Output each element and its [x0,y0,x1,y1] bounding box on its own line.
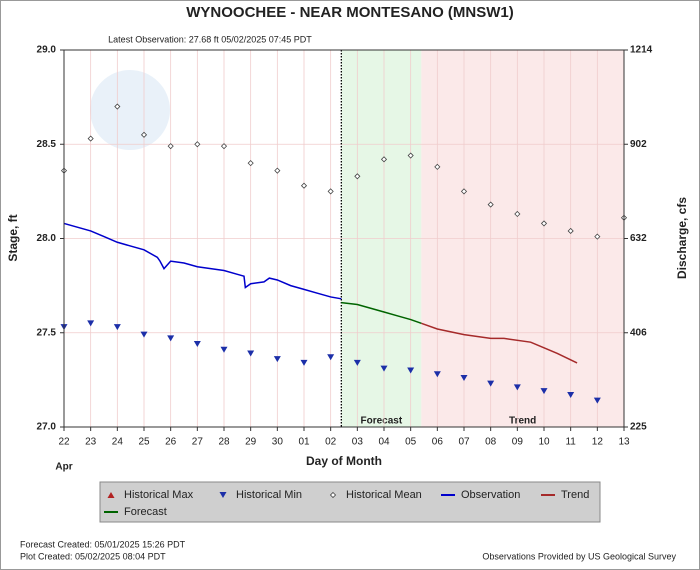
legend-box [99,481,601,523]
min-marker [407,367,415,374]
y2-axis-label: Discharge, cfs [675,197,689,279]
min-marker [247,350,255,357]
min-marker [593,397,601,404]
mean-marker [300,182,308,189]
x-tick-label: 26 [165,437,177,448]
legend-label: Trend [561,489,589,501]
mean-marker [407,152,414,159]
y-tick-label: 28.0 [37,233,57,244]
x-tick-label: 13 [618,437,630,448]
plot-border [63,49,625,428]
min-marker [193,341,201,348]
x-tick-label: 11 [565,437,576,448]
min-marker [353,359,361,366]
x-tick-label: 07 [458,437,470,448]
footer-text: Forecast Created: 05/01/2025 15:26 PDT [20,539,186,549]
min-marker [380,365,388,372]
x-tick-label: 22 [58,437,70,448]
legend-swatch [107,492,115,498]
y2-tick-label: 406 [630,327,647,338]
x-tick-label: 05 [405,437,417,448]
x-tick-label: 12 [592,437,604,448]
x-tick-label: 29 [245,437,257,448]
x-tick-label: 08 [485,437,497,448]
series-line [63,222,342,300]
min-marker [220,346,228,353]
min-marker [300,359,308,366]
region-label: Trend [509,416,536,427]
min-marker [513,384,521,391]
legend-label: Historical Mean [346,489,422,501]
chart-title: WYNOOCHEE - NEAR MONTESANO (MNSW1) [186,4,514,21]
mean-marker [460,188,468,195]
legend-label: Observation [461,489,520,501]
y-tick-label: 27.0 [37,422,57,433]
logo [90,70,170,150]
mean-marker [274,167,281,174]
mean-marker [380,156,388,163]
legend-label: Historical Min [236,489,302,501]
x-tick-label: 27 [192,437,204,448]
mean-marker [140,131,148,138]
mean-marker [434,163,441,170]
x-tick-label: 02 [325,437,337,448]
y-tick-label: 28.5 [37,139,57,150]
mean-marker [540,220,548,227]
min-marker [167,335,175,342]
mean-marker [220,143,228,150]
min-marker [327,354,335,361]
x-axis-label: Day of Month [306,454,382,468]
mean-marker [167,143,174,150]
month-label: Apr [55,462,72,473]
region-label: Forecast [360,416,402,427]
min-marker [140,331,148,338]
series-line [341,301,422,325]
x-tick-label: 25 [138,437,150,448]
legend-label: Historical Max [124,489,194,501]
x-tick-label: 28 [218,437,230,448]
mean-marker [567,227,574,235]
y2-tick-label: 225 [630,422,647,433]
x-tick-label: 01 [298,437,310,448]
footer-text: Observations Provided by US Geological S… [482,551,676,561]
y2-tick-label: 902 [630,139,647,150]
mean-marker [87,135,94,142]
mean-marker [327,188,334,195]
mean-marker [514,210,521,218]
x-tick-label: 10 [538,437,550,448]
series-line [421,322,578,364]
min-marker [87,320,95,327]
min-marker [567,391,575,398]
footer-text: Plot Created: 05/02/2025 08:04 PDT [20,551,166,561]
x-tick-label: 04 [378,437,390,448]
min-marker [487,380,495,387]
mean-marker [194,141,201,148]
min-marker [460,374,468,381]
legend-label: Forecast [124,506,167,518]
x-tick-label: 09 [512,437,524,448]
legend-swatch [219,492,227,498]
mean-marker [594,233,601,240]
mean-marker [114,103,121,110]
min-marker [540,388,548,395]
y-tick-label: 29.0 [37,45,57,56]
min-marker [433,371,441,378]
x-tick-label: 03 [352,437,364,448]
mean-marker [354,173,361,180]
x-tick-label: 30 [272,437,284,448]
x-tick-label: 23 [85,437,97,448]
y-tick-label: 27.5 [37,327,57,338]
y2-tick-label: 632 [630,233,647,244]
min-marker [273,356,281,363]
x-tick-label: 06 [432,437,444,448]
y-axis-label: Stage, ft [6,214,20,261]
y2-tick-label: 1214 [630,45,653,56]
subtitle: Latest Observation: 27.68 ft 05/02/2025 … [108,34,312,44]
legend-swatch [329,491,337,499]
x-tick-label: 24 [112,437,124,448]
mean-marker [247,160,254,167]
mean-marker [487,201,494,208]
min-marker [113,324,121,331]
